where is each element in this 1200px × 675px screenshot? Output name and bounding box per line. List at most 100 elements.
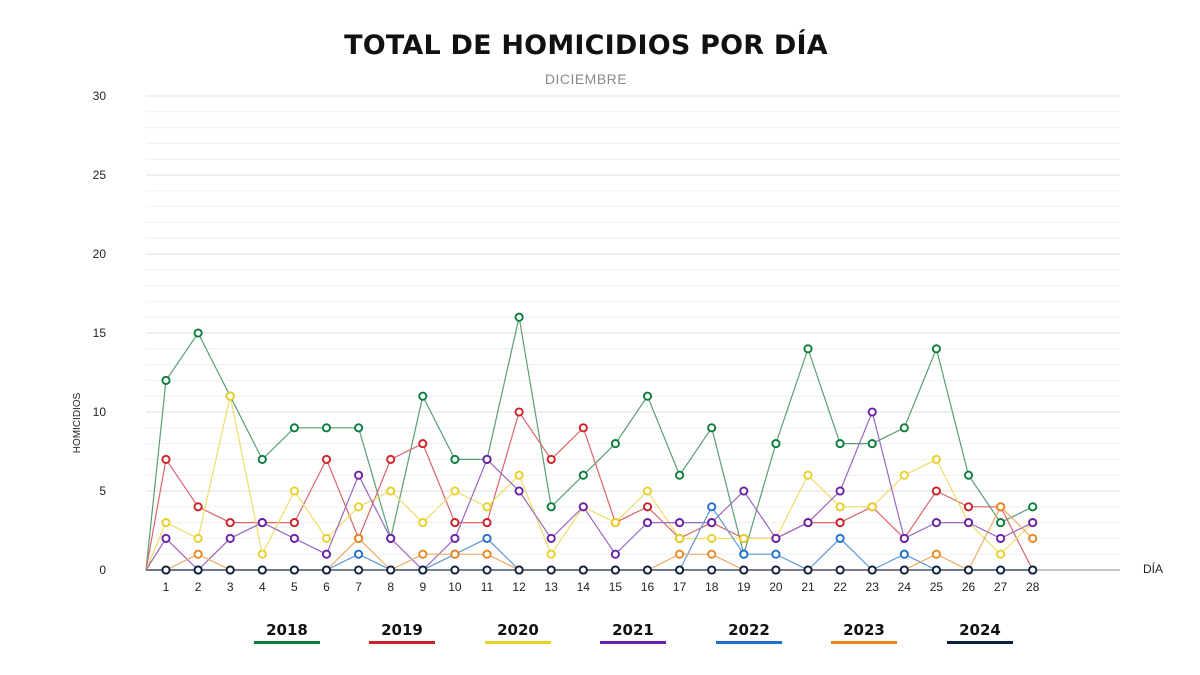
legend-swatch: [831, 641, 897, 644]
data-point-2018: [321, 423, 332, 433]
data-point-2021: [867, 407, 877, 417]
data-point-2020: [867, 502, 877, 512]
data-point-2024: [450, 565, 460, 575]
x-tick-label: 24: [898, 580, 912, 594]
data-point-2024: [803, 565, 813, 575]
legend-item-2022: 2022: [714, 620, 784, 644]
legend-item-2021: 2021: [598, 620, 668, 644]
legend-item-2019: 2019: [367, 620, 437, 644]
axis-labels: HOMICIDIOS DÍA: [72, 392, 1163, 576]
data-point-2020: [996, 549, 1006, 559]
x-tick-label: 26: [962, 580, 976, 594]
x-tick-label: 21: [801, 580, 815, 594]
data-point-2021: [803, 518, 813, 528]
data-point-2021: [835, 486, 845, 496]
legend-item-2018: 2018: [252, 620, 322, 644]
data-point-2019: [963, 502, 974, 512]
legend-swatch: [369, 641, 435, 644]
data-point-2024: [161, 565, 171, 575]
data-point-2024: [578, 565, 588, 575]
y-tick-label: 10: [93, 405, 107, 419]
legend: 2018 2019 2020 2021 2022 2023 2024: [0, 620, 1200, 660]
data-point-2023: [996, 502, 1006, 512]
data-point-2018: [996, 518, 1006, 528]
data-point-2020: [225, 391, 235, 401]
data-point-2019: [321, 454, 332, 464]
legend-label: 2021: [612, 621, 654, 639]
data-point-2020: [514, 470, 524, 480]
chart-title: TOTAL DE HOMICIDIOS POR DÍA: [344, 30, 828, 61]
data-point-2021: [996, 533, 1006, 543]
data-point-2019: [931, 486, 941, 496]
data-point-2024: [418, 565, 428, 575]
data-point-2020: [675, 533, 685, 543]
data-point-2021: [675, 518, 685, 528]
data-point-2019: [161, 454, 171, 464]
series-2021: [145, 407, 1038, 575]
data-point-2024: [321, 565, 332, 575]
x-axis-label: DÍA: [1143, 561, 1163, 576]
legend-label: 2024: [959, 621, 1001, 639]
data-point-2024: [546, 565, 556, 575]
legend-item-2024: 2024: [945, 620, 1015, 644]
legend-swatch: [485, 641, 551, 644]
legend-swatch: [600, 641, 666, 644]
data-point-2024: [963, 565, 974, 575]
data-point-2018: [450, 454, 460, 464]
data-point-2021: [321, 549, 332, 559]
data-point-2020: [642, 486, 653, 496]
y-tick-label: 25: [93, 168, 107, 182]
data-point-2018: [354, 423, 364, 433]
x-tick-label: 5: [291, 580, 298, 594]
data-point-2021: [354, 470, 364, 480]
x-tick-label: 23: [866, 580, 880, 594]
data-point-2019: [450, 518, 460, 528]
legend-swatch: [716, 641, 782, 644]
data-point-2020: [835, 502, 845, 512]
data-point-2018: [1028, 502, 1038, 512]
data-point-2023: [675, 549, 685, 559]
data-point-2018: [899, 423, 909, 433]
data-point-2018: [257, 454, 267, 464]
x-tick-label: 2: [195, 580, 202, 594]
data-point-2024: [996, 565, 1006, 575]
data-point-2021: [899, 533, 909, 543]
y-axis-label: HOMICIDIOS: [72, 392, 83, 453]
data-point-2021: [257, 518, 267, 528]
data-point-2024: [354, 565, 364, 575]
x-tick-label: 13: [545, 580, 559, 594]
data-point-2018: [578, 470, 588, 480]
legend-label: 2020: [497, 621, 539, 639]
data-point-2023: [707, 549, 717, 559]
legend-item-2020: 2020: [483, 620, 553, 644]
data-point-2018: [193, 328, 203, 338]
data-point-2018: [675, 470, 685, 480]
data-point-2018: [289, 423, 299, 433]
data-point-2024: [482, 565, 492, 575]
series-line-2020: [145, 396, 1034, 571]
data-point-2023: [193, 549, 203, 559]
data-point-2020: [931, 454, 941, 464]
y-tick-label: 20: [93, 247, 107, 261]
data-point-2018: [642, 391, 653, 401]
data-point-2024: [386, 565, 396, 575]
data-point-2024: [739, 565, 749, 575]
data-point-2020: [546, 549, 556, 559]
x-tick-label: 18: [705, 580, 719, 594]
data-point-2019: [225, 518, 235, 528]
x-tick-label: 28: [1026, 580, 1040, 594]
data-point-2024: [514, 565, 524, 575]
x-tick-label: 3: [227, 580, 234, 594]
x-tick-label: 12: [512, 580, 526, 594]
data-point-2019: [578, 423, 588, 433]
data-point-2021: [386, 533, 396, 543]
series-2024: [146, 565, 1038, 575]
data-point-2019: [642, 502, 653, 512]
series-group: [145, 312, 1038, 575]
data-point-2020: [354, 502, 364, 512]
data-point-2021: [707, 518, 717, 528]
data-point-2021: [771, 533, 781, 543]
legend-label: 2018: [266, 621, 308, 639]
data-point-2020: [803, 470, 813, 480]
legend-item-2023: 2023: [829, 620, 899, 644]
